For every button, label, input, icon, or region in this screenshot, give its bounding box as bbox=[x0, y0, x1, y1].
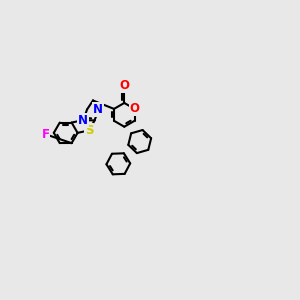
Text: N: N bbox=[93, 103, 103, 116]
Text: S: S bbox=[85, 124, 93, 137]
Text: F: F bbox=[41, 128, 50, 141]
Text: N: N bbox=[78, 114, 88, 127]
Text: O: O bbox=[119, 79, 129, 92]
Text: O: O bbox=[130, 102, 140, 116]
